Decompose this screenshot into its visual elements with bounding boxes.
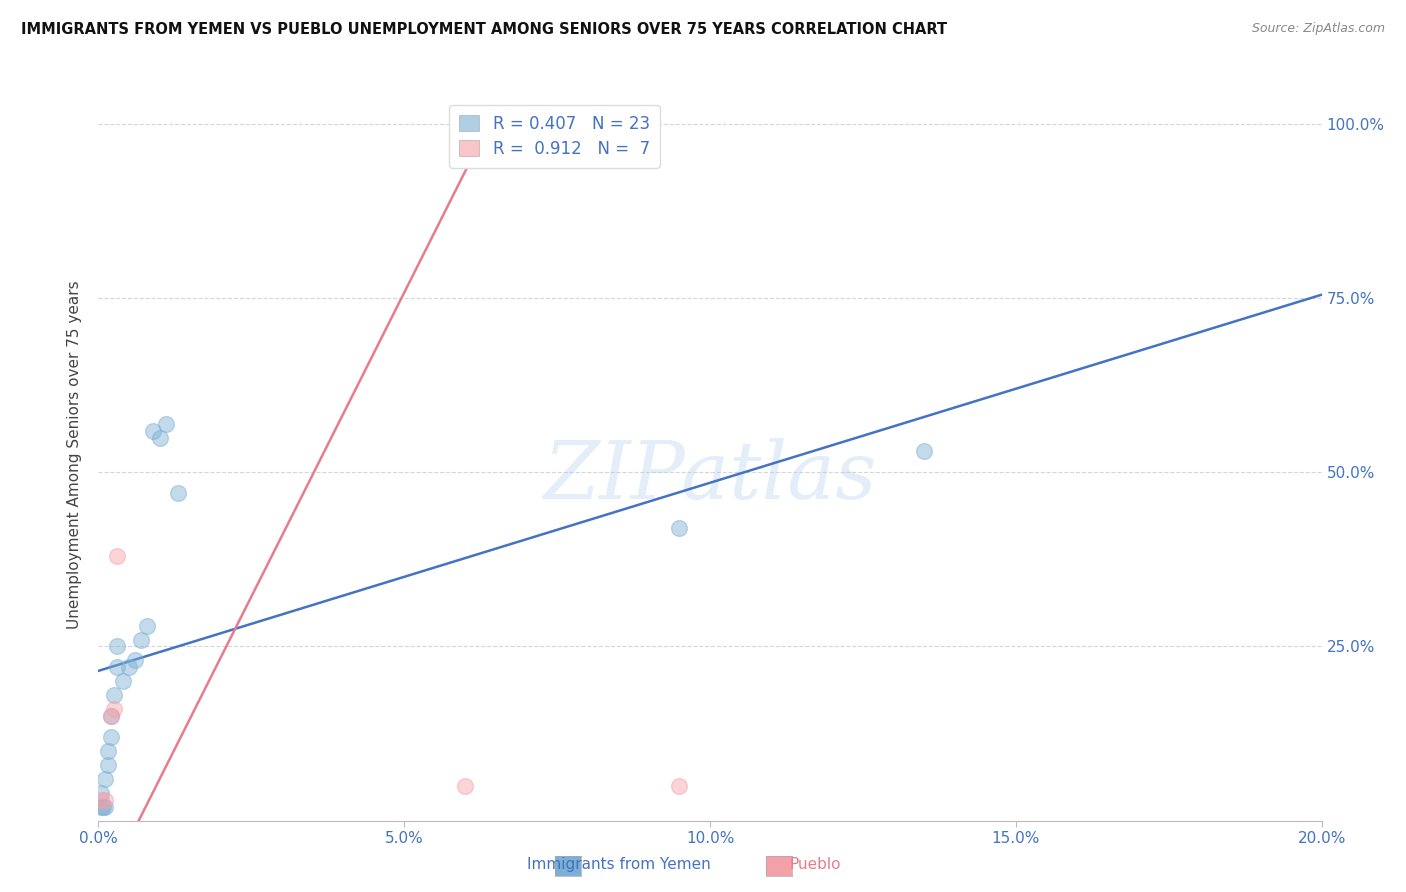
Point: [149, 430, 172, 444]
Point: [100, 709, 122, 723]
Point: [912, 444, 935, 458]
Text: Pueblo: Pueblo: [790, 857, 841, 872]
Point: [454, 779, 477, 793]
Point: [90, 793, 112, 807]
Text: IMMIGRANTS FROM YEMEN VS PUEBLO UNEMPLOYMENT AMONG SENIORS OVER 75 YEARS CORRELA: IMMIGRANTS FROM YEMEN VS PUEBLO UNEMPLOY…: [21, 22, 948, 37]
Text: Source: ZipAtlas.com: Source: ZipAtlas.com: [1251, 22, 1385, 36]
Point: [129, 632, 152, 647]
Text: ZIPatlas: ZIPatlas: [543, 438, 877, 516]
Point: [103, 702, 125, 716]
Point: [142, 424, 165, 438]
Point: [100, 709, 122, 723]
Point: [668, 779, 690, 793]
Point: [118, 660, 141, 674]
Point: [111, 674, 134, 689]
Y-axis label: Unemployment Among Seniors over 75 years: Unemployment Among Seniors over 75 years: [67, 281, 83, 629]
Point: [105, 640, 128, 654]
Point: [105, 660, 128, 674]
Point: [90, 786, 112, 800]
Point: [93, 772, 115, 786]
Point: [97, 758, 120, 772]
Point: [668, 521, 690, 535]
Point: [136, 618, 159, 632]
Point: [167, 486, 190, 500]
Point: [97, 744, 120, 758]
Legend: R = 0.407   N = 23, R =  0.912   N =  7: R = 0.407 N = 23, R = 0.912 N = 7: [450, 105, 659, 168]
Point: [93, 799, 115, 814]
Point: [93, 793, 115, 807]
Text: Immigrants from Yemen: Immigrants from Yemen: [527, 857, 710, 872]
Point: [91, 799, 114, 814]
Point: [100, 730, 122, 744]
Point: [103, 688, 125, 702]
Point: [90, 799, 112, 814]
Point: [105, 549, 128, 563]
Point: [155, 417, 177, 431]
Point: [124, 653, 146, 667]
